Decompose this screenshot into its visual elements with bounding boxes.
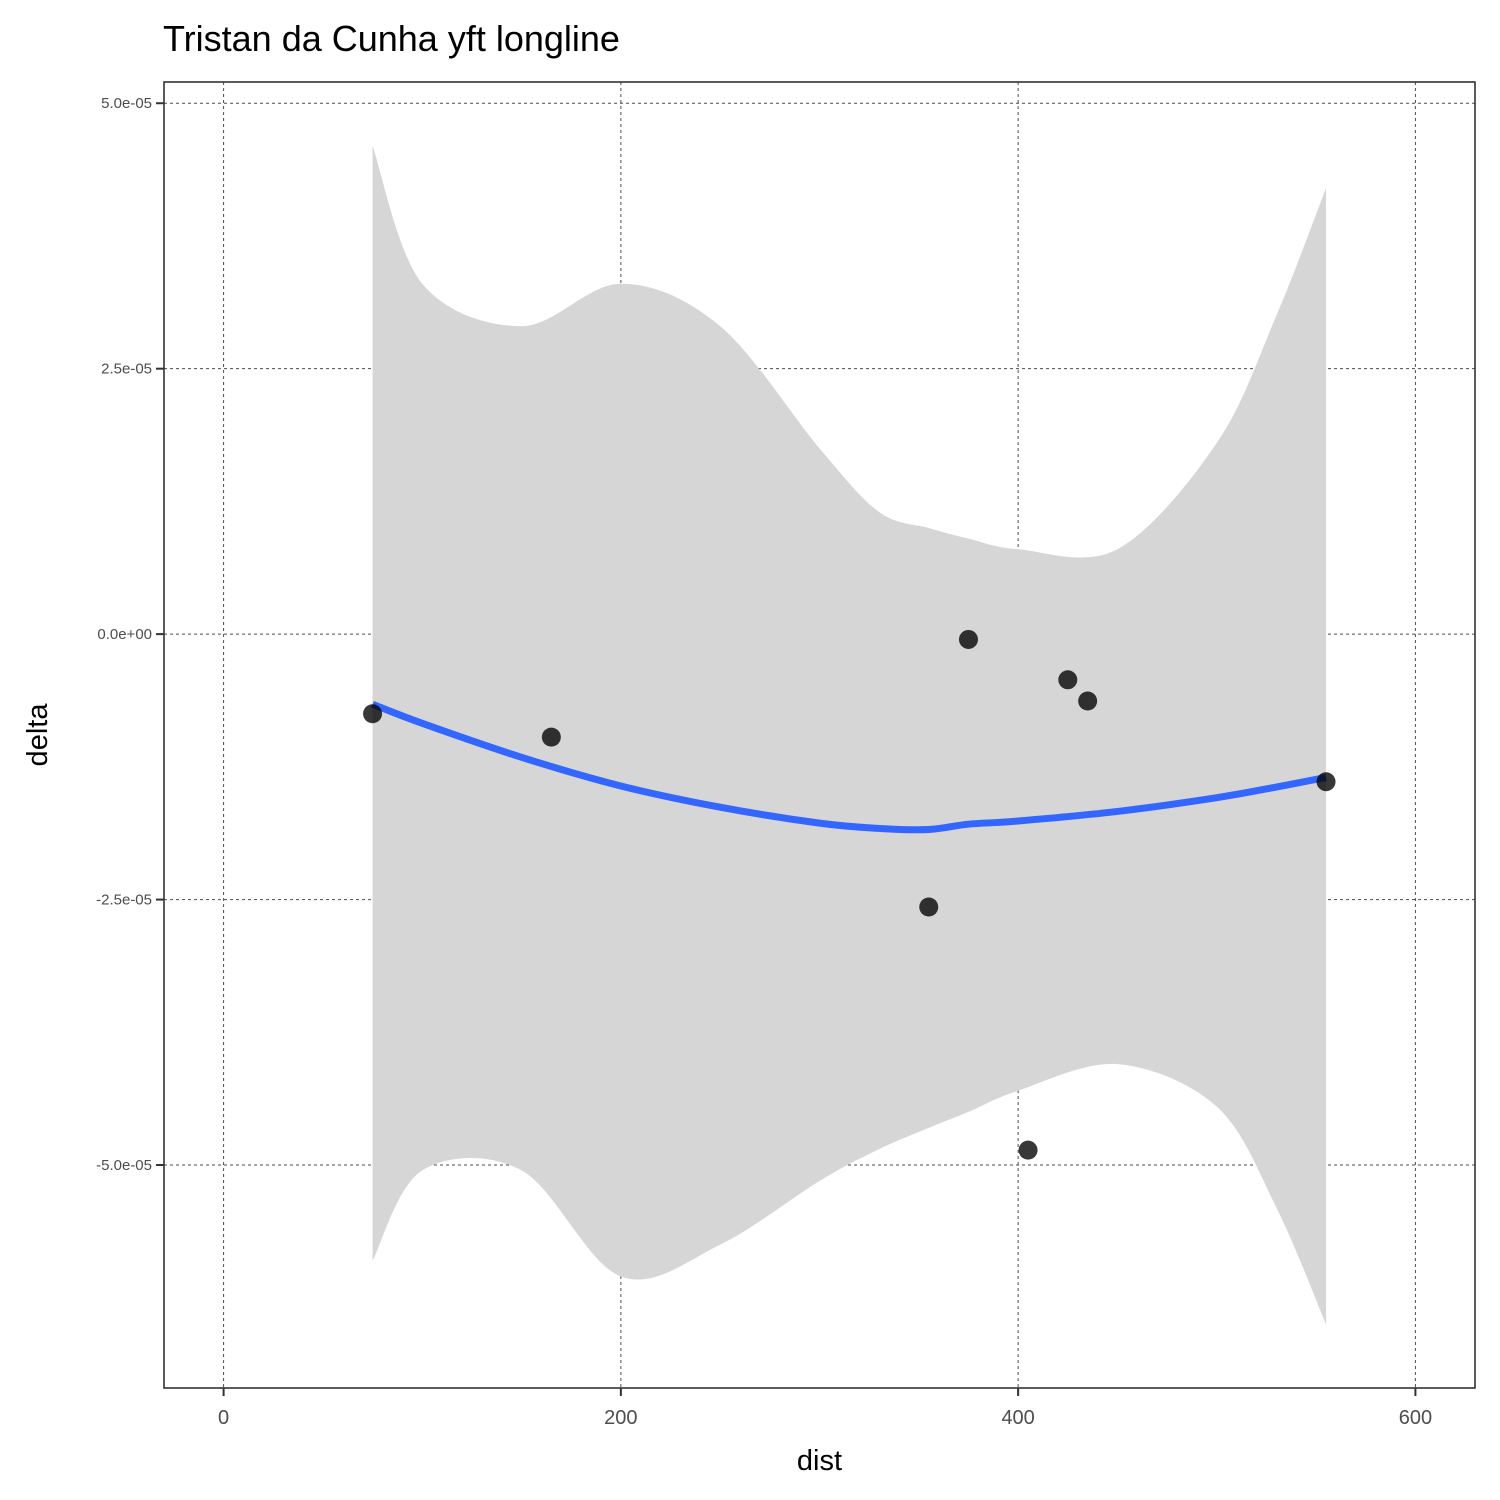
- y-tick-label: 2.5e-05: [101, 361, 152, 378]
- data-point: [958, 629, 978, 649]
- data-point: [1316, 772, 1336, 792]
- data-point: [1018, 1140, 1038, 1160]
- plot-panel-border: [163, 81, 1476, 1389]
- data-point: [541, 727, 561, 747]
- y-axis-title: delta: [22, 703, 54, 767]
- data-point: [363, 704, 383, 724]
- data-points-layer: [363, 629, 1336, 1160]
- y-tick-label: -2.5e-05: [96, 892, 152, 909]
- y-tick-label: -5.0e-05: [96, 1157, 152, 1174]
- data-point: [919, 897, 939, 917]
- smooth-line-layer: [371, 700, 1327, 834]
- x-tick-label: 400: [1001, 1407, 1034, 1429]
- y-tick-label: 5.0e-05: [101, 95, 152, 112]
- x-tick-label: 600: [1399, 1407, 1432, 1429]
- smooth-line: [371, 700, 1327, 834]
- x-axis-title: dist: [797, 1445, 842, 1477]
- axis-ticks-layer: 0 200 400 600 -5.0e-05 -2.5e-05 0.0e+00 2.5e-05…: [96, 95, 1432, 1429]
- x-tick-label: 0: [218, 1407, 229, 1429]
- data-point: [1078, 691, 1098, 711]
- chart-title: Tristan da Cunha yft longline: [163, 18, 620, 59]
- x-tick-label: 200: [604, 1407, 637, 1429]
- data-point: [1058, 670, 1078, 690]
- confidence-band: [372, 145, 1327, 1325]
- y-tick-label: 0.0e+00: [97, 626, 152, 643]
- confidence-band-layer: [372, 145, 1327, 1325]
